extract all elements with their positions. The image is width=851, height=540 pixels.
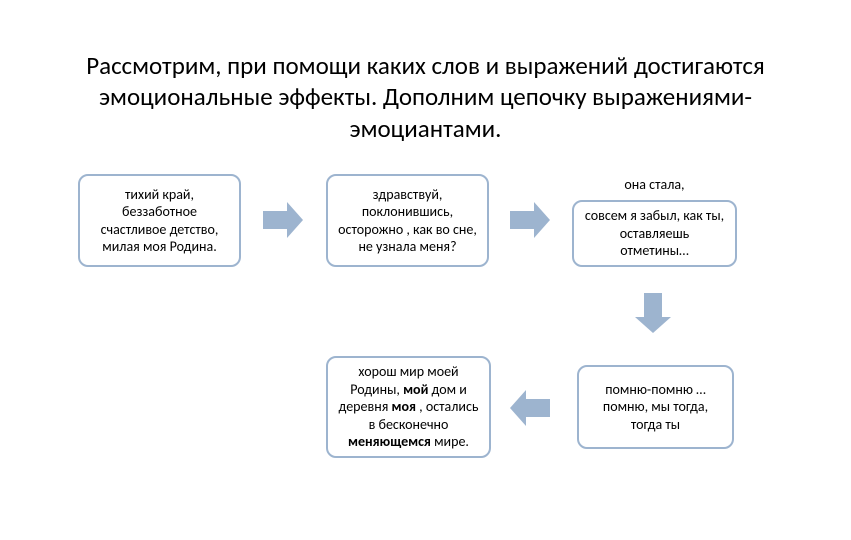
chain-box-5: хорош мир моей Родины, мой дом и деревня… xyxy=(326,356,491,458)
arrow-down-1 xyxy=(635,293,671,333)
chain-box-3-top: она стала, xyxy=(572,176,737,193)
chain-box-2: здравствуй, поклонившись, осторожно , ка… xyxy=(326,174,489,267)
chain-box-3-text: совсем я забыл, как ты, оставляешь отмет… xyxy=(584,207,725,260)
chain-box-4-text: помню-помню …помню, мы тогда, тогда ты xyxy=(589,381,722,434)
chain-box-1: тихий край, беззаботное счастливое детст… xyxy=(78,174,241,267)
chain-box-5-text: хорош мир моей Родины, мой дом и деревня… xyxy=(338,363,479,451)
chain-box-4: помню-помню …помню, мы тогда, тогда ты xyxy=(577,365,734,449)
chain-box-3-top-text: она стала, xyxy=(624,176,684,193)
chain-box-2-text: здравствуй, поклонившись, осторожно , ка… xyxy=(338,186,477,256)
page-title: Рассмотрим, при помощи каких слов и выра… xyxy=(60,50,791,144)
chain-box-3: совсем я забыл, как ты, оставляешь отмет… xyxy=(572,200,737,267)
arrow-right-1 xyxy=(263,202,303,238)
arrow-left-1 xyxy=(510,390,550,426)
chain-box-1-text: тихий край, беззаботное счастливое детст… xyxy=(90,186,229,256)
arrow-right-2 xyxy=(510,202,550,238)
